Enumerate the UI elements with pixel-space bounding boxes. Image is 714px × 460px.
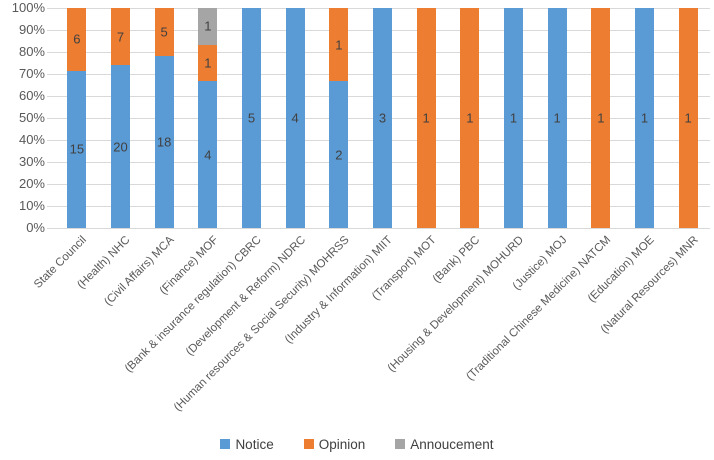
bar-value-label: 3 [378,110,387,126]
bar-value-label: 2 [335,147,343,163]
bar-segment-notice: 4 [285,8,305,228]
bar-value-label: 1 [597,110,605,126]
bar-value-label: 1 [204,18,212,34]
bar-value-label: 1 [553,110,561,126]
bar-segment-notice: 1 [547,8,567,228]
bar-value-label: 5 [247,110,256,126]
bar-segment-annoucement: 1 [198,8,218,45]
y-axis-tick-label: 80% [18,44,45,59]
gridline [47,228,710,229]
bar-value-label: 1 [422,110,430,126]
bar-value-label: 1 [684,110,692,126]
legend-entry-opinion: Opinion [303,436,366,452]
y-axis-tick-label: 20% [18,176,45,191]
bar-value-label: 1 [204,55,212,71]
y-axis-tick-label: 70% [18,66,45,81]
bar-value-label: 4 [291,110,299,126]
bar-segment-notice: 15 [67,70,87,228]
legend-label-opinion: Opinion [318,436,366,452]
bar-segment-opinion: 1 [591,8,611,228]
bar-value-label: 7 [116,29,125,45]
legend-entry-notice: Notice [220,436,274,452]
y-axis-tick-label: 10% [18,198,45,213]
legend-label-notice: Notice [235,436,274,452]
bar-segment-opinion: 1 [329,8,349,82]
bar-segment-opinion: 1 [416,8,436,228]
bar-segment-opinion: 6 [67,8,87,71]
y-axis-tick-label: 100% [11,0,45,15]
bar-segment-opinion: 1 [460,8,480,228]
bar-value-label: 1 [335,37,343,53]
bar-value-label: 1 [640,110,649,126]
legend-entry-announcement: Annoucement [395,436,494,452]
bar-segment-notice: 3 [373,8,392,228]
bar-value-label: 1 [509,110,518,126]
legend: Notice Opinion Annoucement [0,434,714,454]
y-axis-tick-label: 50% [18,110,45,125]
bar-segment-notice: 5 [242,8,261,228]
bar-value-label: 1 [466,110,474,126]
bar-value-label: 18 [156,134,172,150]
y-axis-tick-label: 40% [18,132,45,147]
bar-segment-notice: 1 [504,8,523,228]
bar-value-label: 20 [113,139,128,154]
bar-segment-notice: 20 [111,65,130,228]
y-axis-tick-label: 90% [18,22,45,37]
bar-segment-opinion: 7 [111,8,130,66]
bar-value-label: 6 [73,31,81,47]
announcement-series-swatch-icon [395,439,406,449]
legend-label-announcement: Annoucement [410,436,494,452]
bar-segment-opinion: 5 [154,8,174,56]
bar-segment-notice: 2 [329,81,349,228]
y-axis-tick-label: 0% [26,220,45,235]
bar-value-label: 4 [204,147,212,163]
bar-segment-opinion: 1 [678,8,698,228]
bar-segment-notice: 18 [154,55,174,228]
y-axis-tick-label: 60% [18,88,45,103]
notice-series-swatch-icon [220,439,231,449]
bar-segment-notice: 4 [198,81,218,228]
opinion-series-swatch-icon [303,439,314,449]
bar-value-label: 5 [160,24,168,40]
bar-segment-opinion: 1 [198,44,218,82]
bar-segment-notice: 1 [635,8,654,228]
bar-value-label: 15 [69,141,85,157]
y-axis-tick-label: 30% [18,154,45,169]
